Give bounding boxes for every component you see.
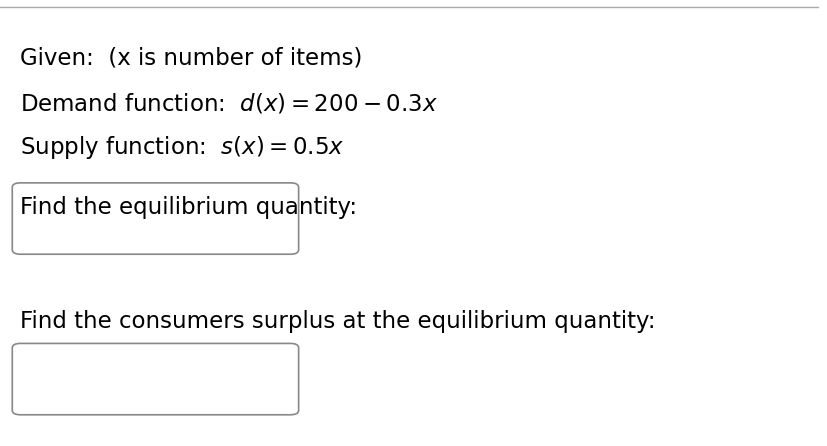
Text: Supply function:  $s(x) = 0.5x$: Supply function: $s(x) = 0.5x$ xyxy=(21,134,345,161)
Text: Demand function:  $d(x) = 200 - 0.3x$: Demand function: $d(x) = 200 - 0.3x$ xyxy=(21,91,437,116)
Text: Given:  (x is number of items): Given: (x is number of items) xyxy=(21,47,362,70)
FancyBboxPatch shape xyxy=(12,343,299,415)
Text: Find the equilibrium quantity:: Find the equilibrium quantity: xyxy=(21,196,357,219)
FancyBboxPatch shape xyxy=(12,183,299,254)
Text: Find the consumers surplus at the equilibrium quantity:: Find the consumers surplus at the equili… xyxy=(21,310,655,333)
